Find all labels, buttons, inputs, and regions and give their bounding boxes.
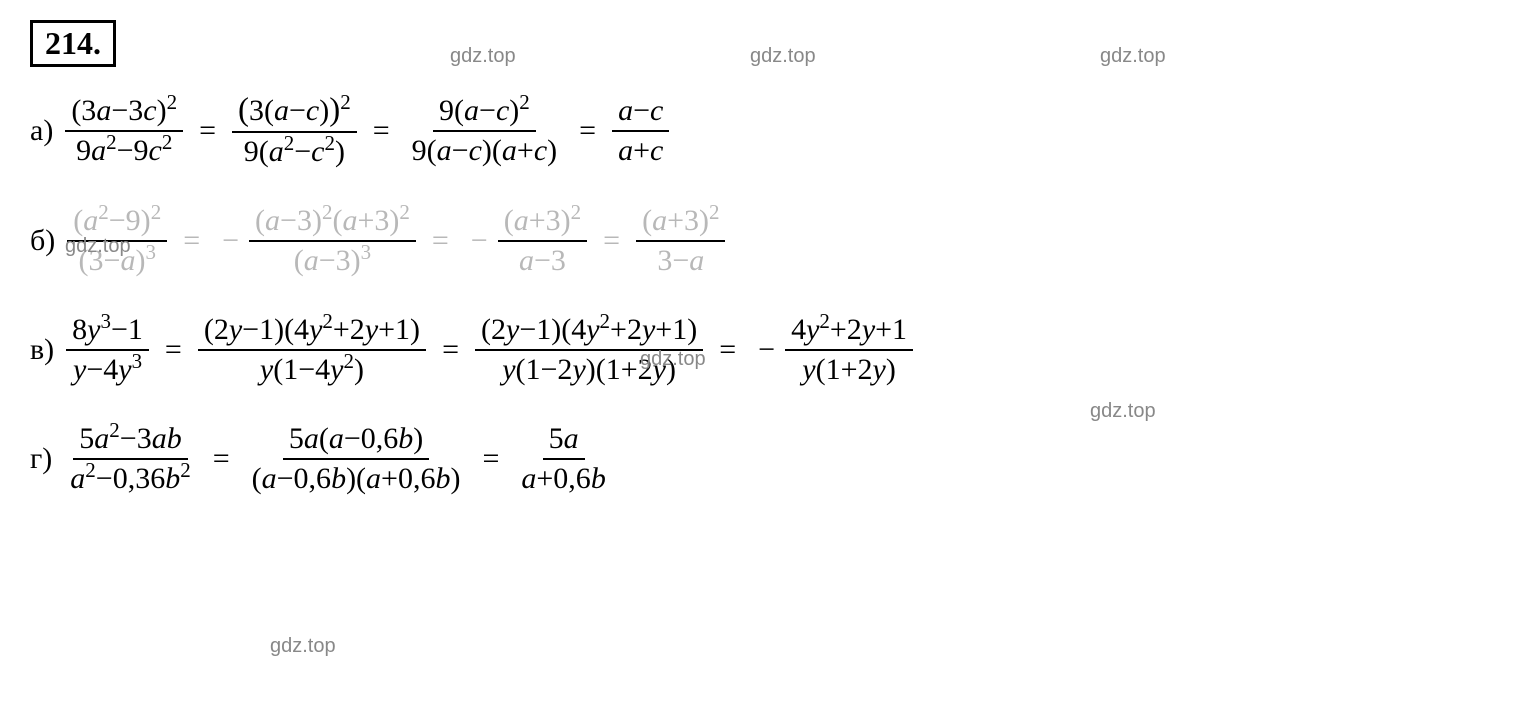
fraction: (a+3)2 3−a: [636, 204, 725, 278]
numerator: 5a: [543, 422, 585, 460]
numerator: (a2−9)2: [67, 204, 167, 242]
watermark: gdz.top: [1090, 400, 1156, 423]
fraction: (3(a−c))2 9(a2−c2): [232, 92, 357, 169]
problem-number: 214.: [30, 20, 116, 67]
denominator: y−4y3: [67, 351, 148, 387]
row-label-b: б): [30, 224, 55, 258]
equals-sign: =: [183, 224, 200, 258]
equals-sign: =: [603, 224, 620, 258]
denominator: 9(a−c)(a+c): [406, 132, 563, 168]
equation-row-a: а) (3a−3c)2 9a2−9c2 = (3(a−c))2 9(a2−c2)…: [30, 92, 1487, 169]
numerator: (a+3)2: [636, 204, 725, 242]
fraction: (a−3)2(a+3)2 (a−3)3: [249, 204, 416, 278]
equals-sign: =: [165, 333, 182, 367]
fraction: a−c a+c: [612, 94, 669, 168]
denominator: 3−a: [651, 242, 710, 278]
numerator: 4y2+2y+1: [785, 313, 913, 351]
minus-sign: −: [222, 224, 239, 258]
denominator: y(1+2y): [796, 351, 902, 387]
numerator: 5a2−3ab: [73, 422, 187, 460]
equals-sign: =: [432, 224, 449, 258]
content-container: gdz.top gdz.top gdz.top gdz.top gdz.top …: [30, 20, 1487, 496]
fraction: 5a2−3ab a2−0,36b2: [64, 422, 196, 496]
fraction: 5a a+0,6b: [515, 422, 611, 496]
row-label-a: а): [30, 114, 53, 148]
row-label-d: г): [30, 442, 52, 476]
denominator: a+c: [612, 132, 669, 168]
denominator: 9(a2−c2): [238, 133, 351, 169]
equals-sign: =: [199, 114, 216, 148]
denominator: y(1−2y)(1+2y): [496, 351, 682, 387]
numerator: (2y−1)(4y2+2y+1): [475, 313, 703, 351]
minus-sign: −: [471, 224, 488, 258]
numerator: (a−3)2(a+3)2: [249, 204, 416, 242]
denominator: (a−3)3: [288, 242, 377, 278]
fraction: 9(a−c)2 9(a−c)(a+c): [406, 94, 563, 168]
fraction: 4y2+2y+1 y(1+2y): [785, 313, 913, 387]
row-label-c: в): [30, 333, 54, 367]
fraction: (2y−1)(4y2+2y+1) y(1−2y)(1+2y): [475, 313, 703, 387]
equals-sign: =: [213, 442, 230, 476]
numerator: (a+3)2: [498, 204, 587, 242]
minus-sign: −: [758, 333, 775, 367]
watermark: gdz.top: [750, 45, 816, 68]
denominator: a2−0,36b2: [64, 460, 196, 496]
numerator: a−c: [612, 94, 669, 132]
equation-row-d: г) 5a2−3ab a2−0,36b2 = 5a(a−0,6b) (a−0,6…: [30, 422, 1487, 496]
fraction: (a+3)2 a−3: [498, 204, 587, 278]
equals-sign: =: [579, 114, 596, 148]
denominator: y(1−4y2): [254, 351, 370, 387]
numerator: 8y3−1: [66, 313, 149, 351]
fraction: (a2−9)2 (3−a)3: [67, 204, 167, 278]
numerator: (3(a−c))2: [232, 92, 357, 133]
watermark: gdz.top: [270, 635, 336, 658]
denominator: 9a2−9c2: [70, 132, 178, 168]
fraction: 5a(a−0,6b) (a−0,6b)(a+0,6b): [246, 422, 467, 496]
equals-sign: =: [719, 333, 736, 367]
numerator: 5a(a−0,6b): [283, 422, 429, 460]
denominator: a−3: [513, 242, 572, 278]
watermark: gdz.top: [450, 45, 516, 68]
fraction: (3a−3c)2 9a2−9c2: [65, 94, 183, 168]
equation-row-c: в) 8y3−1 y−4y3 = (2y−1)(4y2+2y+1) y(1−4y…: [30, 313, 1487, 387]
denominator: a+0,6b: [515, 460, 611, 496]
numerator: (2y−1)(4y2+2y+1): [198, 313, 426, 351]
equation-row-b: б) (a2−9)2 (3−a)3 = − (a−3)2(a+3)2 (a−3)…: [30, 204, 1487, 278]
equals-sign: =: [482, 442, 499, 476]
numerator: 9(a−c)2: [433, 94, 536, 132]
fraction: 8y3−1 y−4y3: [66, 313, 149, 387]
equals-sign: =: [373, 114, 390, 148]
fraction: (2y−1)(4y2+2y+1) y(1−4y2): [198, 313, 426, 387]
numerator: (3a−3c)2: [65, 94, 183, 132]
denominator: (3−a)3: [73, 242, 162, 278]
watermark: gdz.top: [1100, 45, 1166, 68]
equals-sign: =: [442, 333, 459, 367]
denominator: (a−0,6b)(a+0,6b): [246, 460, 467, 496]
